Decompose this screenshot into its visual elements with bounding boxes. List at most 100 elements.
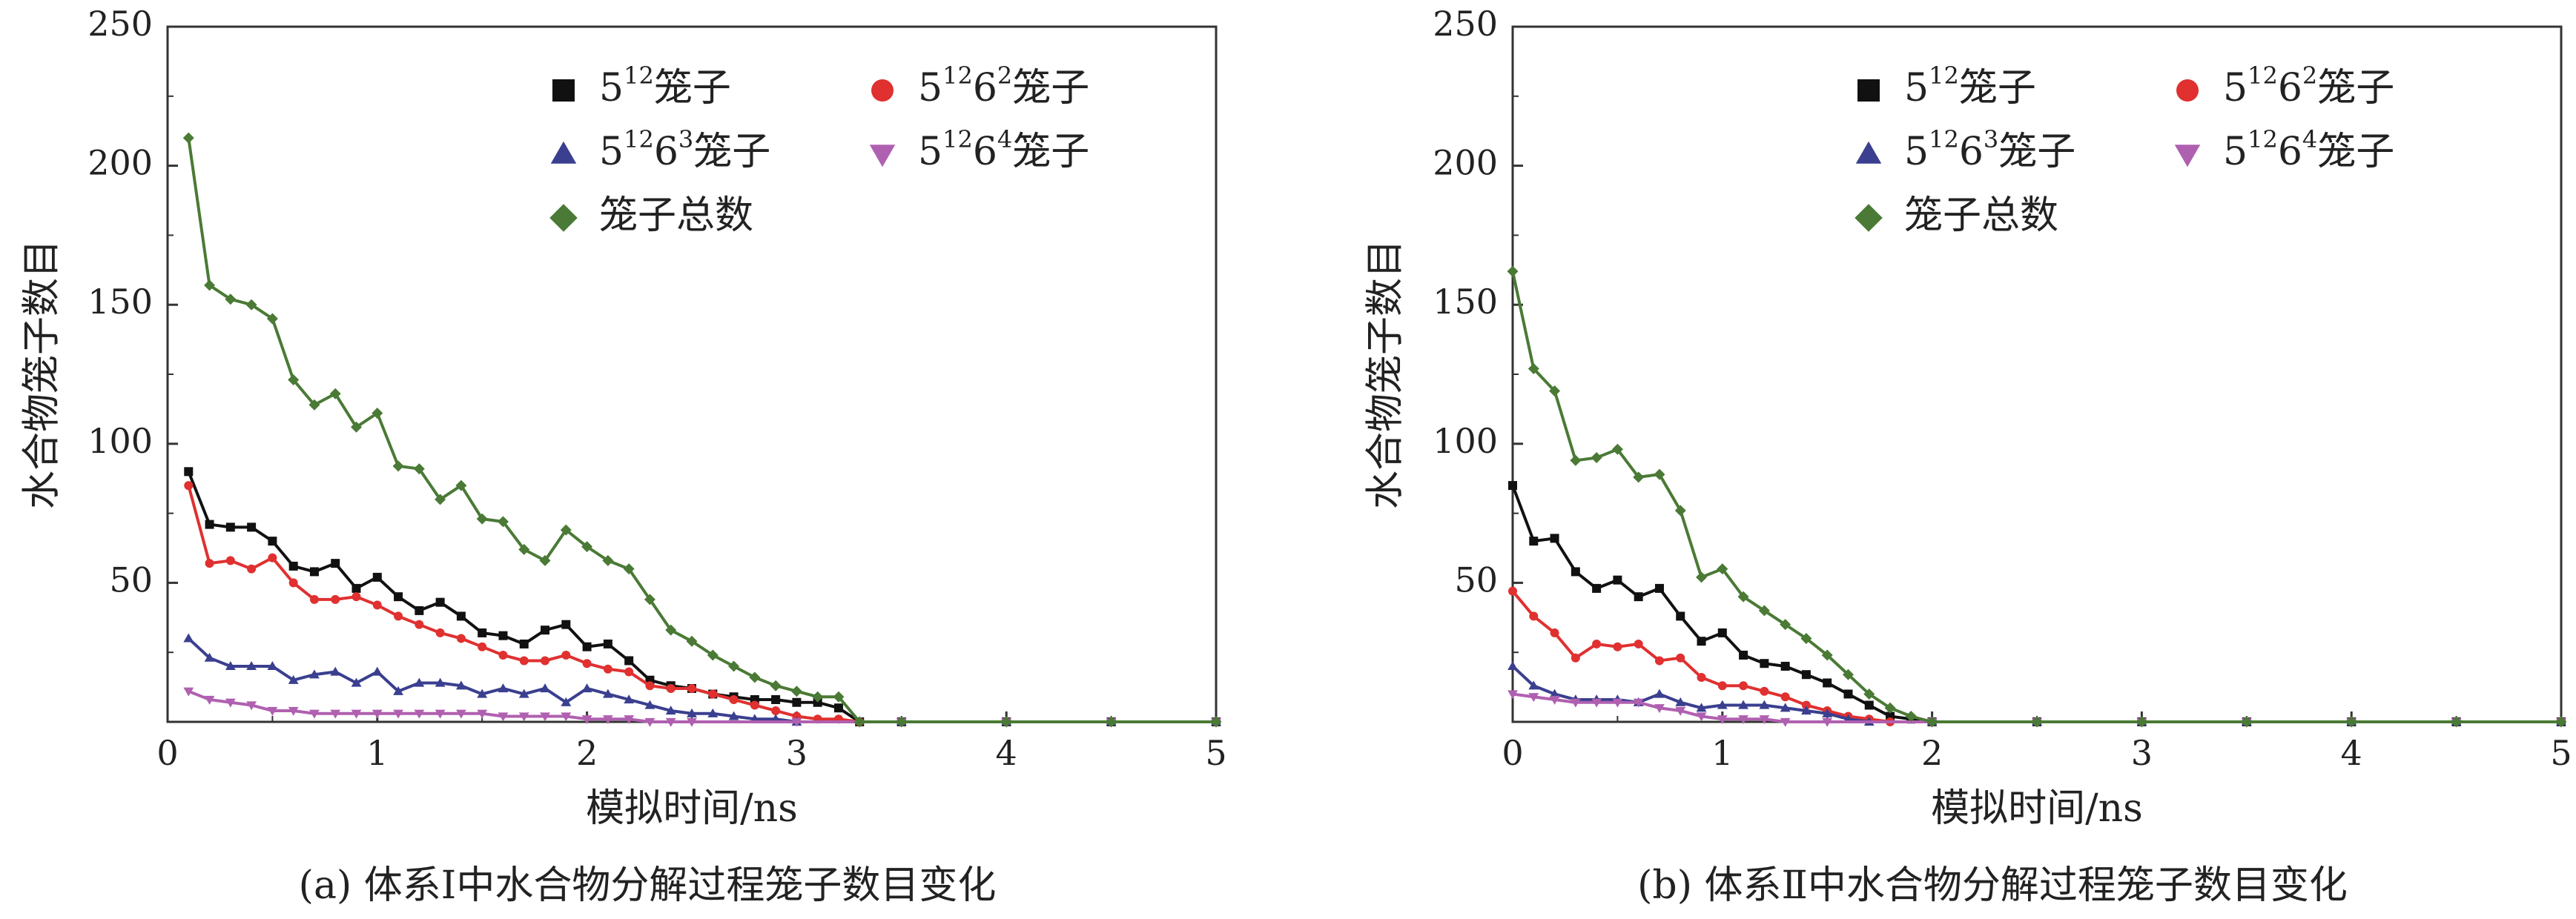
data-point (372, 572, 382, 582)
legend-label-part: 6 (973, 66, 997, 110)
x-tick-label: 1 (366, 733, 388, 773)
legend-marker (1857, 79, 1880, 102)
series-line (188, 689, 1216, 723)
data-point (518, 689, 529, 698)
data-point (498, 712, 509, 722)
data-point (1549, 385, 1561, 397)
data-point (331, 594, 340, 604)
legend-marker (550, 141, 577, 164)
data-point (1780, 661, 1790, 671)
data-point (791, 717, 802, 727)
y-tick-label: 150 (1433, 282, 1498, 322)
data-point (268, 537, 277, 546)
data-point (602, 715, 613, 725)
data-point (1675, 697, 1686, 706)
data-point (456, 680, 466, 690)
data-point (1549, 689, 1560, 698)
data-point (1634, 639, 1643, 648)
legend-label-part: 5 (1904, 130, 1929, 174)
series-diamond (182, 132, 1222, 728)
legend-label: 笼子总数 (599, 193, 753, 238)
x-tick-label: 3 (786, 733, 808, 773)
data-point (560, 524, 572, 536)
legend-item: 51263笼子 (1855, 125, 2075, 174)
legend-item: 51262笼子 (871, 62, 1089, 110)
data-point (182, 132, 194, 144)
data-point (246, 701, 257, 711)
data-point (665, 624, 677, 636)
data-point (288, 706, 299, 716)
legend-label: 512笼子 (599, 62, 731, 110)
data-point (623, 563, 635, 575)
data-point (1697, 637, 1706, 646)
data-point (498, 650, 508, 660)
legend-label-part: 12 (1929, 125, 1959, 153)
data-point (1000, 716, 1012, 728)
legend-label-part: 笼子 (1998, 130, 2075, 174)
data-point (687, 683, 696, 693)
series-line (187, 637, 1216, 723)
x-axis-label: 模拟时间/ns (1931, 786, 2143, 831)
data-point (1717, 628, 1727, 637)
legend-item: 512笼子 (1857, 62, 2036, 110)
data-point (1612, 698, 1623, 708)
legend-marker (1855, 141, 1882, 164)
data-point (1613, 642, 1622, 651)
data-point (1570, 698, 1581, 708)
data-point (1654, 656, 1664, 666)
data-point (541, 626, 550, 635)
data-point (415, 620, 424, 629)
legend-label-part: 4 (2302, 125, 2317, 153)
data-point (1823, 678, 1832, 688)
data-point (645, 681, 655, 691)
data-point (183, 687, 194, 697)
data-point (1759, 715, 1770, 725)
legend-item: 笼子总数 (549, 193, 753, 238)
data-point (330, 709, 341, 719)
data-point (2031, 716, 2043, 728)
legend-label-part: 12 (1929, 62, 1959, 90)
series-line (1511, 665, 2561, 723)
y-tick-label: 250 (1433, 4, 1498, 44)
legend-label-part: 6 (973, 130, 997, 174)
legend-label: 51263笼子 (599, 125, 770, 174)
data-point (351, 592, 361, 602)
data-point (1550, 534, 1559, 543)
data-point (1591, 452, 1602, 464)
data-point (1739, 650, 1748, 660)
data-point (329, 388, 341, 399)
data-point (205, 520, 214, 529)
legend-label-part: 5 (599, 66, 624, 110)
data-point (1696, 712, 1707, 722)
data-point (644, 594, 655, 606)
data-point (1717, 681, 1727, 691)
data-point (561, 650, 571, 660)
legend-label-part: 2 (2302, 62, 2317, 90)
data-point (1654, 704, 1665, 714)
data-point (1507, 690, 1518, 700)
data-point (561, 712, 572, 722)
legend-marker (549, 204, 578, 232)
legend-item: 笼子总数 (1855, 193, 2058, 238)
figure-caption: (b) 体系Ⅱ中水合物分解过程笼子数目变化 (1637, 863, 2348, 908)
data-point (519, 656, 529, 666)
legend-label: 51263笼子 (1904, 125, 2075, 174)
legend-label-part: 5 (1904, 66, 1929, 110)
data-point (1613, 575, 1622, 585)
legend-item: 51263笼子 (550, 125, 770, 174)
data-point (393, 686, 403, 695)
data-point (225, 661, 236, 671)
data-point (687, 717, 697, 727)
data-point (1780, 692, 1790, 702)
data-point (1529, 537, 1539, 546)
data-point (393, 709, 403, 719)
data-point (331, 559, 340, 568)
legend-label-part: 5 (918, 130, 942, 174)
legend-label-part: 12 (2248, 125, 2278, 153)
data-point (519, 639, 529, 648)
data-point (729, 694, 739, 704)
data-point (435, 709, 446, 719)
legend-label-part: 笼子 (1012, 130, 1089, 174)
data-point (2345, 716, 2357, 728)
data-point (2241, 716, 2253, 728)
